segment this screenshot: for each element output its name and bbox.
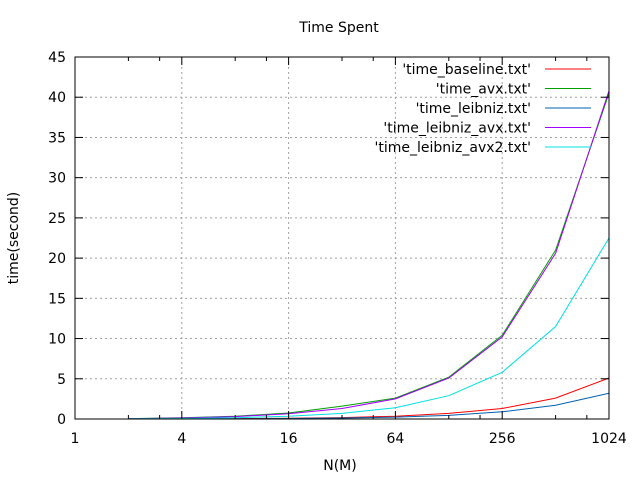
y-tick-label: 20 <box>48 251 66 267</box>
x-axis-label: N(M) <box>323 458 356 474</box>
y-tick-label: 35 <box>48 130 66 146</box>
x-tick-label: 4 <box>177 431 186 447</box>
legend-label: 'time_baseline.txt' <box>402 62 531 78</box>
x-tick-label: 1 <box>71 431 80 447</box>
chart-title: Time Spent <box>298 20 379 36</box>
y-tick-label: 40 <box>48 90 66 106</box>
legend-label: 'time_leibniz_avx2.txt' <box>375 140 532 156</box>
legend-label: 'time_leibniz.txt' <box>416 101 531 117</box>
x-tick-label: 16 <box>280 431 298 447</box>
series-line-2 <box>128 392 610 420</box>
y-tick-label: 5 <box>57 372 66 388</box>
plot-frame <box>74 56 610 420</box>
y-tick-label: 45 <box>48 50 66 66</box>
series-line-1 <box>128 93 610 420</box>
grid <box>75 57 609 419</box>
y-tick-label: 15 <box>48 291 66 307</box>
y-tick-label: 10 <box>48 332 66 348</box>
axes: 0 5 10 15 20 25 30 35 40 45 1 4 16 64 256 1024 <box>48 50 627 447</box>
x-tick-label: 64 <box>386 431 404 447</box>
y-tick-label: 25 <box>48 211 66 227</box>
series-line-4 <box>128 237 610 420</box>
legend-label: 'time_avx.txt' <box>436 82 531 98</box>
x-tick-label: 256 <box>489 431 516 447</box>
y-axis-label: time(second) <box>6 192 22 284</box>
legend: 'time_baseline.txt' 'time_avx.txt' 'time_l… <box>375 62 591 156</box>
y-tick-label: 30 <box>48 171 66 187</box>
x-tick-label: 1024 <box>591 431 627 447</box>
series-lines <box>128 90 610 420</box>
legend-label: 'time_leibniz_avx.txt' <box>383 121 531 137</box>
series-line-3 <box>128 90 610 420</box>
y-tick-label: 0 <box>57 412 66 428</box>
series-line-0 <box>128 377 610 420</box>
